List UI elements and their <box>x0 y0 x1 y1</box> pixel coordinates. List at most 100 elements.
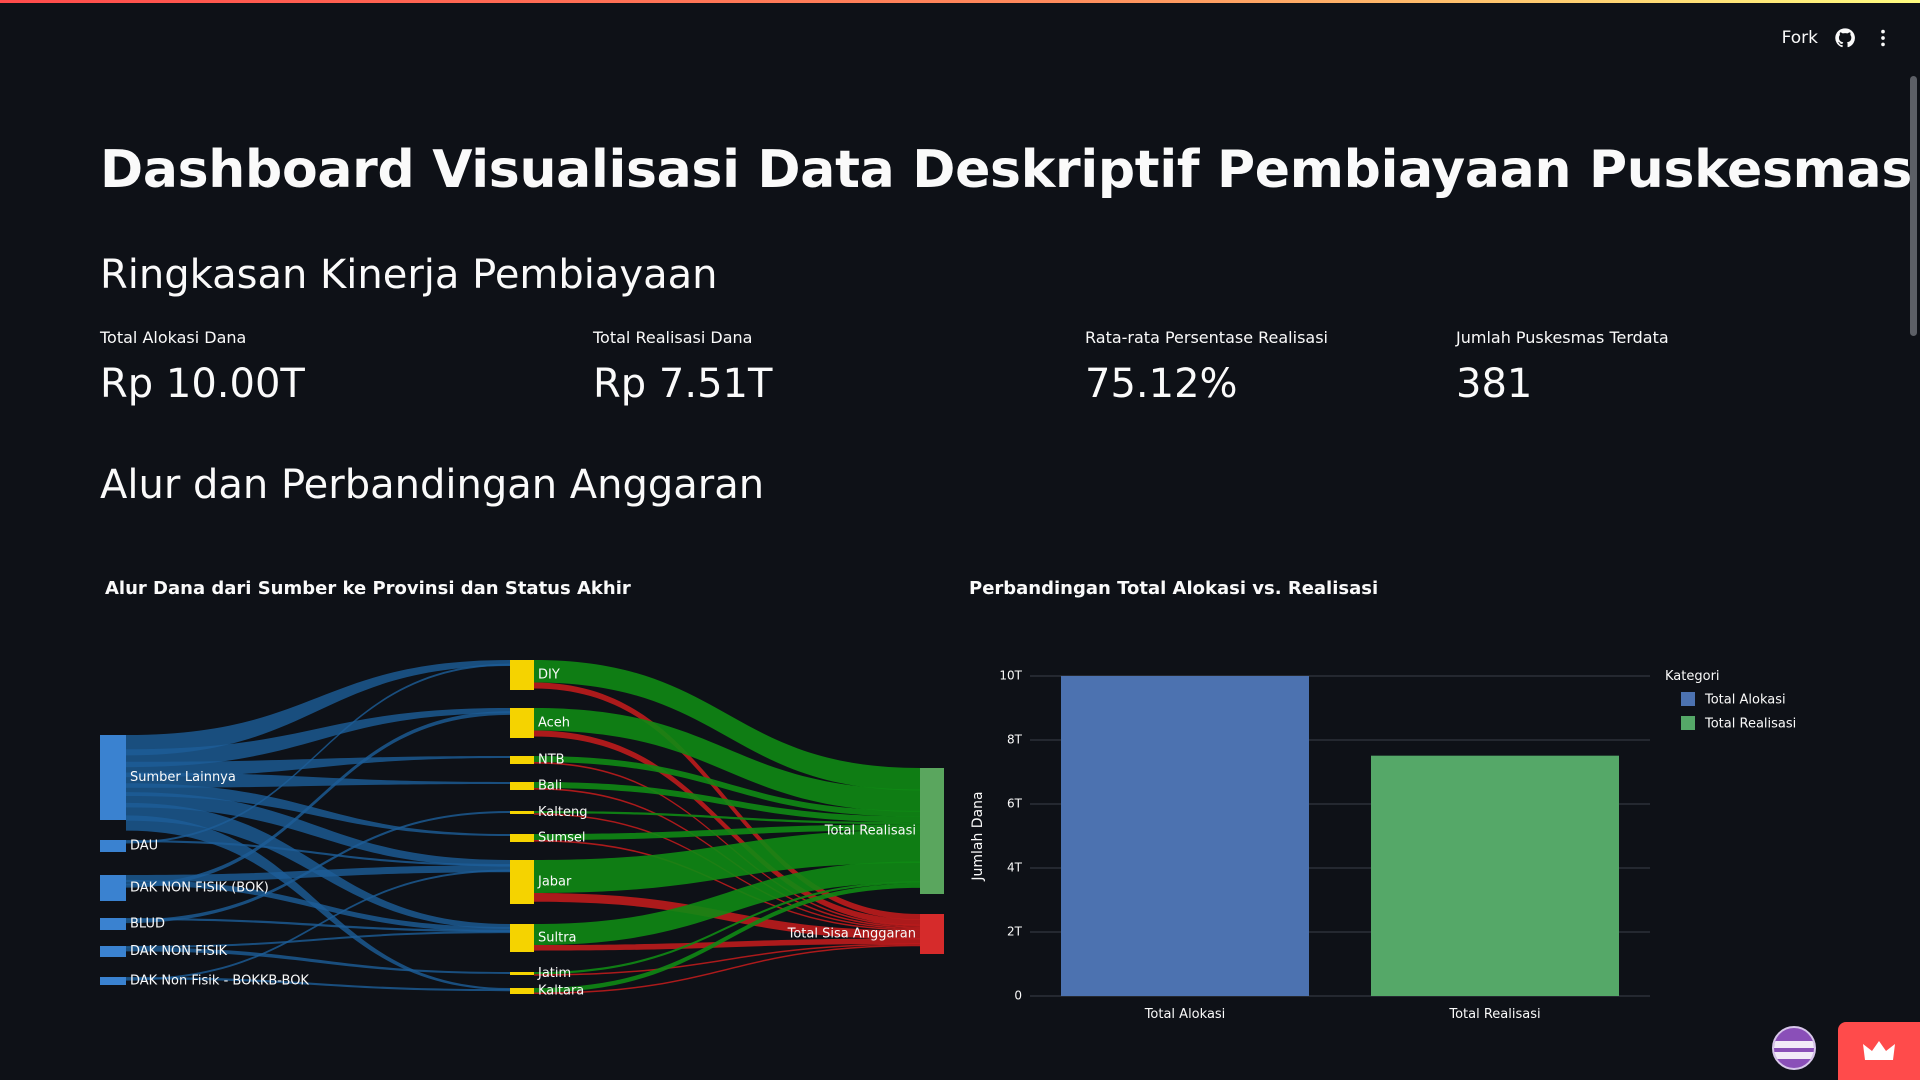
streamlit-crown-button[interactable] <box>1838 1022 1920 1080</box>
crown-icon <box>1863 1041 1895 1060</box>
sankey-node-province[interactable] <box>510 988 534 994</box>
legend-item[interactable]: Total Alokasi <box>1704 693 1786 708</box>
sankey-node-label: Sumber Lainnya <box>130 770 236 785</box>
github-icon[interactable] <box>1834 27 1856 49</box>
sankey-node-label: DAK Non Fisik - BOKKB-BOK <box>130 974 309 989</box>
sankey-chart[interactable]: Sumber Lainnya DAU DAK NON FISIK (BOK) BLUD… <box>90 640 950 1020</box>
sankey-link-source[interactable] <box>126 792 510 867</box>
sankey-link-source[interactable] <box>126 879 510 932</box>
sankey-link-source[interactable] <box>126 772 510 788</box>
sankey-link-source[interactable] <box>126 815 510 990</box>
sankey-link-source[interactable] <box>126 977 510 992</box>
sankey-link-source[interactable] <box>126 947 510 974</box>
sankey-node-label: DIY <box>538 668 560 683</box>
sankey-node-source[interactable] <box>100 977 126 985</box>
metric-persentase-realisasi: Rata-rata Persentase Realisasi 75.12% <box>1085 328 1328 407</box>
sankey-node-label: Aceh <box>538 716 570 731</box>
sankey-link-source[interactable] <box>126 840 510 867</box>
sankey-node-source[interactable] <box>100 735 126 820</box>
sankey-link-source[interactable] <box>126 931 510 948</box>
metric-label: Rata-rata Persentase Realisasi <box>1085 328 1328 347</box>
metric-total-alokasi: Total Alokasi Dana Rp 10.00T <box>100 328 305 407</box>
sankey-node-province[interactable] <box>510 782 534 790</box>
sankey-node-source[interactable] <box>100 840 126 852</box>
sankey-node-label: Kaltara <box>538 984 584 999</box>
sankey-link-realisasi[interactable] <box>534 756 920 817</box>
sankey-link-realisasi[interactable] <box>534 811 920 825</box>
sankey-node-source[interactable] <box>100 946 126 957</box>
sankey-node-label: BLUD <box>130 917 165 932</box>
y-axis-label: Jumlah Dana <box>970 791 986 881</box>
legend-swatch[interactable] <box>1681 692 1695 706</box>
sankey-node-province[interactable] <box>510 972 534 975</box>
metric-jumlah-puskesmas: Jumlah Puskesmas Terdata 381 <box>1456 328 1669 407</box>
sankey-link-sisa[interactable] <box>534 893 920 940</box>
sankey-link-source[interactable] <box>126 811 510 924</box>
sankey-link-realisasi[interactable] <box>534 782 920 823</box>
sankey-node-label: Bali <box>538 779 562 794</box>
x-tick-label: Total Alokasi <box>1144 1007 1226 1022</box>
legend-swatch[interactable] <box>1681 716 1695 730</box>
bar[interactable] <box>1061 676 1309 996</box>
sankey-node-province[interactable] <box>510 708 534 738</box>
sankey-node-province[interactable] <box>510 811 534 814</box>
metric-value: 75.12% <box>1085 361 1238 407</box>
sankey-link-sisa[interactable] <box>534 840 920 931</box>
sankey-node-label: DAU <box>130 839 158 854</box>
sankey-node-label: Total Realisasi <box>824 824 916 839</box>
sankey-link-realisasi[interactable] <box>534 861 920 945</box>
y-tick-label: 10T <box>999 669 1022 683</box>
y-tick-label: 6T <box>1007 797 1023 811</box>
x-tick-label: Total Realisasi <box>1448 1007 1540 1022</box>
sankey-node-label: DAK NON FISIK (BOK) <box>130 881 269 896</box>
sankey-link-source[interactable] <box>126 711 510 888</box>
sankey-node-source[interactable] <box>100 918 126 930</box>
sankey-node-label: NTB <box>538 753 565 768</box>
sankey-link-realisasi[interactable] <box>534 824 920 840</box>
sankey-node-province[interactable] <box>510 924 534 952</box>
sankey-link-realisasi[interactable] <box>534 883 920 993</box>
metric-value: Rp 7.51T <box>593 361 773 407</box>
sankey-link-realisasi[interactable] <box>534 881 920 975</box>
sankey-node-label: Sumsel <box>538 831 586 846</box>
sankey-node-label: Jabar <box>537 875 572 890</box>
sankey-node-province[interactable] <box>510 834 534 842</box>
bar-chart-title: Perbandingan Total Alokasi vs. Realisasi <box>969 578 1379 599</box>
sankey-node-label: Kalteng <box>538 805 587 820</box>
user-avatar[interactable] <box>1772 1026 1816 1070</box>
sankey-link-source[interactable] <box>126 660 510 756</box>
sankey-link-source[interactable] <box>126 783 510 836</box>
section-title-flow: Alur dan Perbandingan Anggaran <box>100 462 765 508</box>
legend-item[interactable]: Total Realisasi <box>1704 717 1796 732</box>
fork-button[interactable]: Fork <box>1781 28 1818 48</box>
sankey-node-province[interactable] <box>510 756 534 764</box>
sankey-link-realisasi[interactable] <box>534 660 920 791</box>
sankey-link-source[interactable] <box>126 865 510 883</box>
sankey-node-label: DAK NON FISIK <box>130 944 228 959</box>
sankey-node-province[interactable] <box>510 660 534 690</box>
sankey-link-source[interactable] <box>126 756 510 778</box>
legend-title: Kategori <box>1665 669 1720 684</box>
sankey-link-source[interactable] <box>126 663 510 844</box>
y-tick-label: 2T <box>1007 925 1023 939</box>
sankey-link-realisasi[interactable] <box>534 829 920 893</box>
sankey-link-source[interactable] <box>126 869 510 981</box>
sankey-link-sisa[interactable] <box>534 943 920 976</box>
sankey-node-source[interactable] <box>100 875 126 901</box>
sankey-link-sisa[interactable] <box>534 944 920 994</box>
more-vertical-icon[interactable] <box>1872 27 1894 49</box>
sankey-link-source[interactable] <box>126 708 510 768</box>
sankey-link-sisa[interactable] <box>534 762 920 927</box>
sankey-node-province[interactable] <box>510 860 534 904</box>
y-tick-label: 8T <box>1007 733 1023 747</box>
sankey-node-sisa[interactable] <box>920 914 944 954</box>
sankey-link-realisasi[interactable] <box>534 708 920 812</box>
bar-chart[interactable]: 0 2T 4T 6T 8T 10T Total Alokasi Total Realisasi… <box>960 650 1880 1040</box>
metric-value: Rp 10.00T <box>100 361 305 407</box>
sankey-node-realisasi[interactable] <box>920 768 944 894</box>
sankey-link-sisa[interactable] <box>534 730 920 926</box>
metric-label: Total Realisasi Dana <box>593 328 753 347</box>
page-scrollbar[interactable] <box>1910 76 1917 336</box>
bar[interactable] <box>1371 755 1619 996</box>
sankey-link-sisa[interactable] <box>534 938 920 951</box>
